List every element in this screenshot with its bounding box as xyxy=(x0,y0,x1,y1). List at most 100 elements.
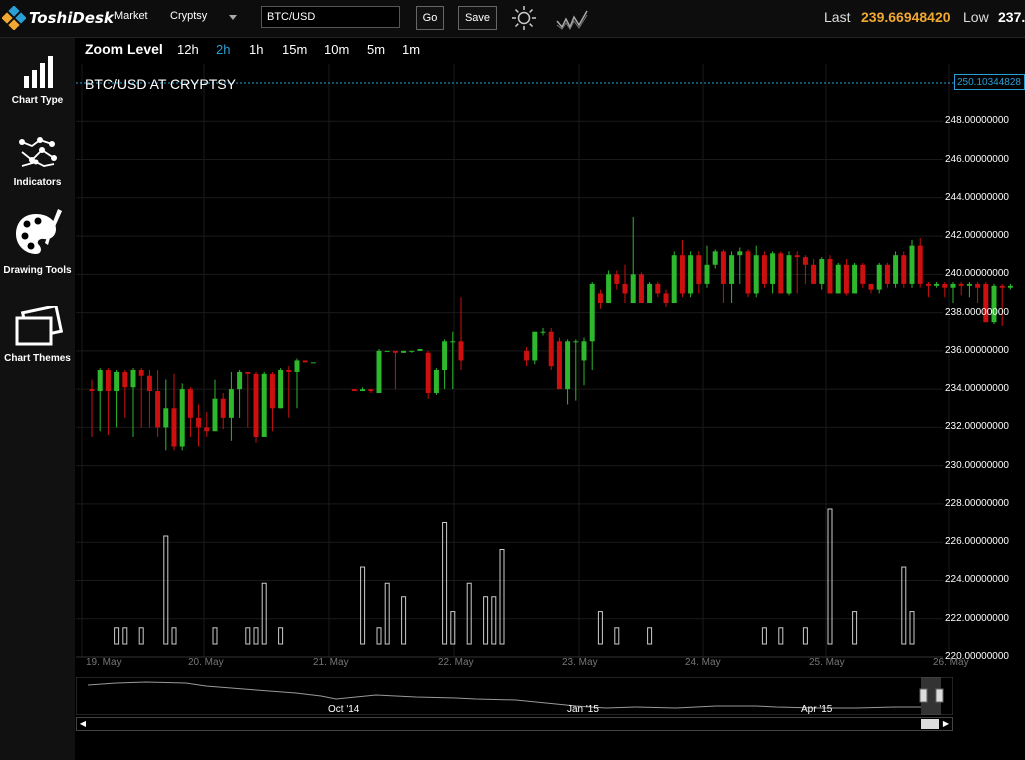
volume-bar xyxy=(245,627,251,645)
volume-bar xyxy=(442,522,448,645)
volume-bar xyxy=(138,627,144,645)
candle-body xyxy=(876,264,882,290)
candle-body xyxy=(770,253,776,284)
volume-bar xyxy=(212,627,218,645)
y-tick-label: 244.00000000 xyxy=(945,191,1009,203)
pair-input[interactable] xyxy=(261,6,400,28)
zoom-option-2h[interactable]: 2h xyxy=(216,42,231,57)
candle-body xyxy=(360,389,366,392)
zoom-option-15m[interactable]: 15m xyxy=(282,42,308,57)
sidebar-item-label: Chart Type xyxy=(11,95,64,106)
candle-body xyxy=(565,341,571,390)
market-menu[interactable]: Market xyxy=(114,10,148,22)
candle-body xyxy=(89,389,95,392)
candle-body xyxy=(310,362,316,364)
candle-body xyxy=(589,283,595,342)
candle-body xyxy=(884,264,890,284)
candle-body xyxy=(302,360,308,363)
candle-body xyxy=(163,408,169,428)
price-chart[interactable] xyxy=(76,64,1025,677)
y-tick-label: 242.00000000 xyxy=(945,230,1009,242)
candle-body xyxy=(696,255,702,284)
navigator[interactable] xyxy=(76,677,953,715)
volume-bar xyxy=(253,627,259,645)
zoom-option-1m[interactable]: 1m xyxy=(402,42,421,57)
sidebar-item-chart-type[interactable]: Chart Type xyxy=(0,54,75,106)
chart-title: BTC/USD AT CRYPTSY xyxy=(85,76,236,92)
palette-icon xyxy=(15,209,62,254)
candle-body xyxy=(376,350,382,393)
sidebar-item-indicators[interactable]: Indicators xyxy=(0,136,75,188)
logo-icon xyxy=(2,6,26,30)
current-price-tag: 250.10344828 xyxy=(954,74,1025,90)
candle-body xyxy=(548,331,554,367)
zoom-option-1h[interactable]: 1h xyxy=(249,42,264,57)
scroll-right-icon[interactable]: ▶ xyxy=(942,719,950,728)
candle-body xyxy=(753,255,759,294)
candle-body xyxy=(122,371,128,388)
candle-body xyxy=(729,255,735,284)
candle-body xyxy=(975,283,981,288)
candle-body xyxy=(556,341,562,390)
candle-body xyxy=(97,370,103,392)
volume-bar xyxy=(466,582,472,645)
candle-body xyxy=(942,283,948,288)
volume-bar xyxy=(163,535,169,645)
candle-body xyxy=(146,375,152,392)
candle-body xyxy=(417,348,423,351)
candle-body xyxy=(786,255,792,294)
y-tick-label: 240.00000000 xyxy=(945,268,1009,280)
candle-body xyxy=(532,331,538,361)
volume-bar xyxy=(483,596,489,645)
logo[interactable]: ToshiDesk xyxy=(2,6,114,30)
go-button[interactable]: Go xyxy=(416,6,444,30)
y-tick-label: 228.00000000 xyxy=(945,497,1009,509)
candle-body xyxy=(245,371,251,374)
x-tick-label: 25. May xyxy=(809,657,845,668)
y-tick-label: 248.00000000 xyxy=(945,115,1009,127)
candle-body xyxy=(663,293,669,304)
exchange-select[interactable]: Cryptsy xyxy=(170,10,208,22)
candle-body xyxy=(835,264,841,294)
zoom-option-10m[interactable]: 10m xyxy=(324,42,350,57)
candle-body xyxy=(524,350,530,361)
volume-bar xyxy=(761,627,767,645)
sidebar-item-chart-themes[interactable]: Chart Themes xyxy=(0,303,75,364)
candle-body xyxy=(433,370,439,393)
scroll-thumb[interactable] xyxy=(921,719,939,729)
volume-bar xyxy=(401,596,407,645)
zoom-option-12h[interactable]: 12h xyxy=(177,42,199,57)
y-tick-label: 234.00000000 xyxy=(945,383,1009,395)
candle-body xyxy=(802,257,808,265)
candle-body xyxy=(540,331,546,333)
candle-body xyxy=(269,373,275,409)
y-tick-label: 222.00000000 xyxy=(945,612,1009,624)
chevron-down-icon[interactable] xyxy=(229,15,237,20)
volume-bar xyxy=(384,582,390,645)
y-tick-label: 224.00000000 xyxy=(945,574,1009,586)
sidebar-item-label: Chart Themes xyxy=(4,353,71,364)
scroll-left-icon[interactable]: ◀ xyxy=(79,719,87,728)
y-tick-label: 236.00000000 xyxy=(945,344,1009,356)
candle-body xyxy=(983,283,989,323)
candle-body xyxy=(384,350,390,352)
volume-bar xyxy=(647,627,653,645)
candle-body xyxy=(253,373,259,437)
candle-body xyxy=(999,285,1005,288)
sidebar: Chart Type Indicators Drawing xyxy=(0,38,75,760)
volume-bar xyxy=(778,627,784,645)
sidebar-item-drawing-tools[interactable]: Drawing Tools xyxy=(0,208,75,276)
x-tick-label: 24. May xyxy=(685,657,721,668)
candles-icon[interactable] xyxy=(555,9,589,31)
volume-bar xyxy=(909,611,915,645)
scrollbar[interactable]: ◀ ▶ xyxy=(76,717,953,731)
candle-body xyxy=(581,341,587,361)
candle-body xyxy=(409,350,415,352)
y-tick-label: 238.00000000 xyxy=(945,306,1009,318)
y-tick-label: 232.00000000 xyxy=(945,421,1009,433)
x-tick-label: 26. May xyxy=(933,657,969,668)
sun-icon[interactable] xyxy=(511,5,537,31)
zoom-option-5m[interactable]: 5m xyxy=(367,42,386,57)
candle-body xyxy=(286,370,292,372)
save-button[interactable]: Save xyxy=(458,6,497,30)
